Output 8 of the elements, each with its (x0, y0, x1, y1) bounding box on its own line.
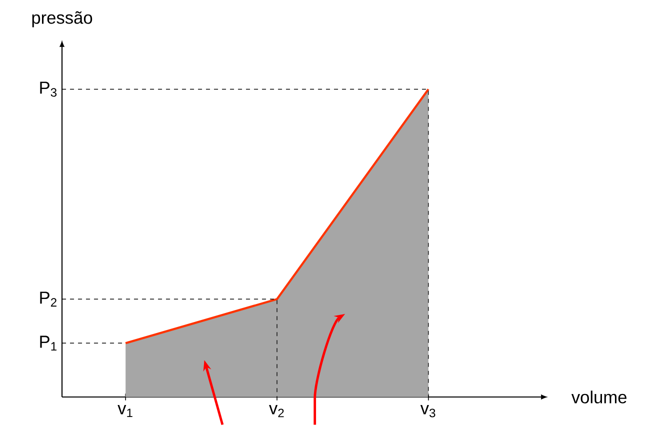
x-tick-label: v$_{2}$ (269, 405, 284, 418)
ref-line-label: P$_{3}$ (40, 82, 57, 97)
ref-line-label: P$_{1}$ (40, 336, 56, 351)
ref-line-label: P$_{2}$ (40, 292, 56, 307)
x-tick-label: v$_{1}$ (118, 405, 132, 418)
x-tick-label: v$_{3}$ (420, 405, 436, 418)
y-axis-title: pressão (32, 11, 92, 28)
x-axis-title: volume (571, 390, 626, 404)
